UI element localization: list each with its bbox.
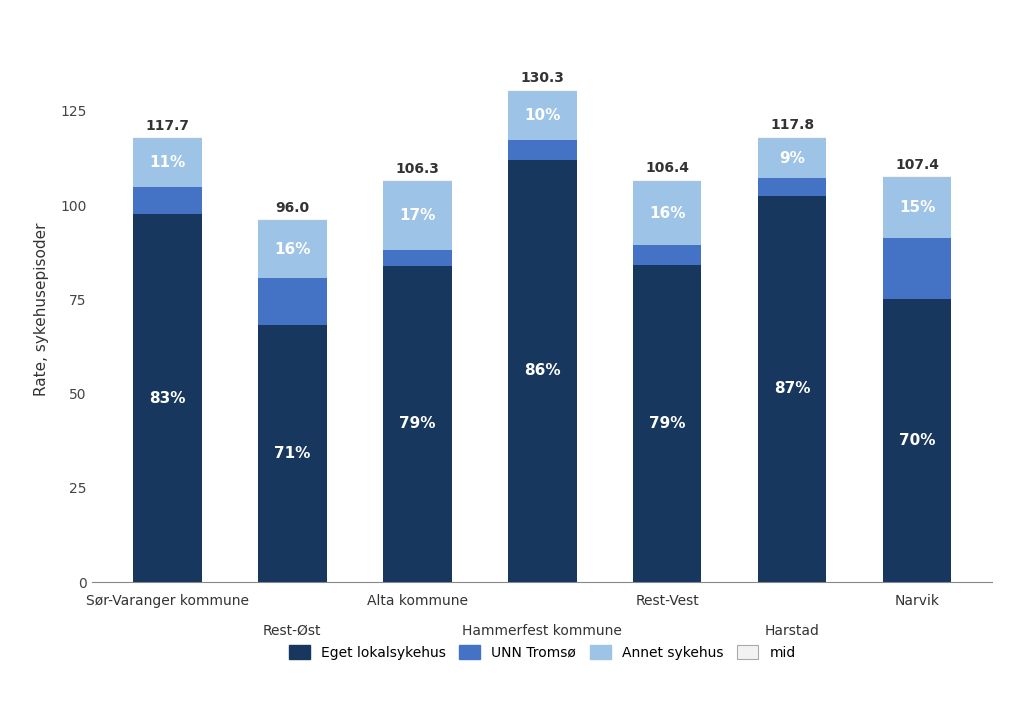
Text: 106.4: 106.4 bbox=[646, 161, 690, 175]
Text: Harstad: Harstad bbox=[764, 624, 819, 638]
Text: 87%: 87% bbox=[773, 381, 810, 396]
Bar bbox=[633, 181, 702, 245]
Text: 117.7: 117.7 bbox=[145, 119, 189, 133]
Text: 86%: 86% bbox=[524, 364, 561, 378]
Text: 107.4: 107.4 bbox=[895, 158, 939, 172]
Text: 96.0: 96.0 bbox=[275, 201, 309, 214]
Bar bbox=[883, 178, 951, 238]
Text: Rest-Øst: Rest-Øst bbox=[263, 624, 321, 638]
Bar bbox=[507, 91, 577, 140]
Bar bbox=[383, 182, 451, 249]
Text: 10%: 10% bbox=[524, 108, 561, 123]
Bar bbox=[133, 187, 202, 214]
Text: 17%: 17% bbox=[399, 208, 436, 223]
Text: 106.3: 106.3 bbox=[395, 162, 439, 176]
Text: 130.3: 130.3 bbox=[521, 71, 564, 85]
Bar bbox=[758, 196, 827, 582]
Text: 79%: 79% bbox=[399, 416, 436, 432]
Text: 117.8: 117.8 bbox=[770, 119, 814, 132]
Bar bbox=[758, 138, 827, 178]
Text: 9%: 9% bbox=[780, 151, 805, 165]
Bar bbox=[133, 214, 202, 582]
Text: 83%: 83% bbox=[149, 391, 185, 405]
Text: 70%: 70% bbox=[899, 433, 935, 448]
Text: 79%: 79% bbox=[649, 416, 685, 431]
Text: Hammerfest kommune: Hammerfest kommune bbox=[462, 624, 622, 638]
Bar bbox=[507, 140, 577, 160]
Text: 16%: 16% bbox=[649, 206, 685, 221]
Bar bbox=[258, 220, 326, 278]
Bar bbox=[258, 325, 326, 582]
Text: 16%: 16% bbox=[274, 241, 311, 257]
Bar bbox=[883, 299, 951, 582]
Text: 71%: 71% bbox=[274, 446, 311, 462]
Bar bbox=[507, 160, 577, 582]
Legend: Eget lokalsykehus, UNN Tromsø, Annet sykehus, mid: Eget lokalsykehus, UNN Tromsø, Annet syk… bbox=[283, 640, 801, 665]
Bar bbox=[258, 278, 326, 325]
Bar bbox=[633, 266, 702, 582]
Bar bbox=[133, 138, 202, 187]
Bar bbox=[758, 178, 827, 196]
Text: 15%: 15% bbox=[899, 200, 935, 215]
Bar bbox=[383, 266, 451, 582]
Y-axis label: Rate, sykehusepisoder: Rate, sykehusepisoder bbox=[34, 222, 49, 395]
Bar bbox=[383, 249, 451, 266]
Bar bbox=[883, 238, 951, 299]
Text: 11%: 11% bbox=[149, 155, 185, 170]
Bar bbox=[633, 245, 702, 266]
